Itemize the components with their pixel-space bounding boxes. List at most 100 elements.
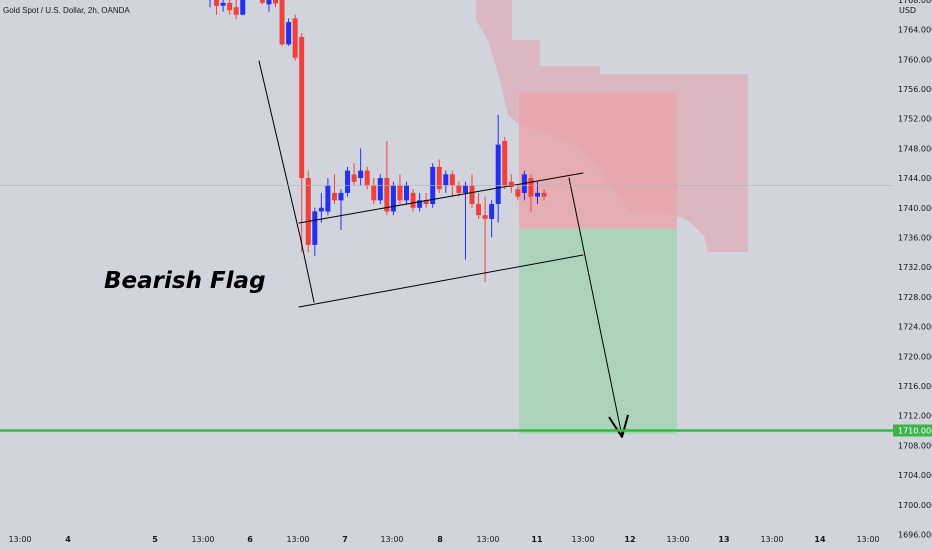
candle-body (423, 200, 429, 205)
y-tick-label: 1704.000 (898, 471, 932, 480)
channel-lower-line (298, 254, 584, 308)
x-tick-label: 13:00 (666, 535, 689, 544)
x-tick-label: 13:00 (476, 535, 499, 544)
channel-upper-line (298, 172, 584, 224)
y-tick-label: 1748.000 (898, 144, 932, 153)
candle-body (292, 18, 298, 58)
y-tick-label: 1760.000 (898, 55, 932, 64)
candle-body (345, 170, 351, 193)
candle-body (462, 185, 468, 193)
x-tick-label: 4 (65, 535, 71, 544)
projection-arrowhead (608, 414, 629, 438)
candle-body (358, 170, 364, 179)
y-tick-label: 1696.000 (898, 530, 932, 539)
y-tick-label: 1744.000 (898, 174, 932, 183)
candle-body (299, 36, 305, 179)
candle-body (220, 2, 226, 6)
y-tick-label: 1728.000 (898, 293, 932, 302)
candle-body (528, 178, 534, 197)
candle-body (351, 174, 357, 182)
x-tick-label: 13:00 (191, 535, 214, 544)
candle-body (377, 178, 383, 201)
drawings (258, 60, 629, 438)
chart-title: Gold Spot / U.S. Dollar, 2h, OANDA (3, 6, 130, 15)
flagpole-lower-line (299, 235, 315, 303)
support-price-tag (893, 424, 932, 437)
x-tick-label: 7 (342, 535, 348, 544)
candle-body (364, 170, 370, 186)
candle-body (240, 0, 246, 15)
y-tick-label: 1768.000 (898, 0, 932, 5)
candle-body (502, 140, 508, 186)
y-tick-label: 1756.000 (898, 85, 932, 94)
y-tick-label: 1740.000 (898, 204, 932, 213)
x-tick-label: 13 (718, 535, 729, 544)
x-tick-label: 13:00 (760, 535, 783, 544)
x-tick-label: 14 (814, 535, 826, 544)
candle-body (410, 192, 416, 208)
stop-loss-zone (519, 92, 677, 229)
x-tick-label: 13:00 (8, 535, 31, 544)
take-profit-zone (519, 228, 677, 435)
y-tick-label: 1736.000 (898, 233, 932, 242)
candle-body (273, 0, 278, 4)
candle-body (259, 0, 265, 3)
x-tick-label: 13:00 (380, 535, 403, 544)
x-tick-label: 11 (531, 535, 543, 544)
x-tick-label: 13:00 (286, 535, 309, 544)
candle-body (325, 185, 331, 212)
candle-body (371, 185, 377, 201)
candle-body (390, 185, 396, 212)
candle-body (541, 192, 547, 197)
candle-body (233, 7, 239, 15)
candle-body (515, 189, 521, 197)
candle-body (436, 166, 442, 190)
candle-body (305, 178, 311, 245)
candle-body (318, 207, 324, 212)
candle-body (404, 185, 409, 201)
x-tick-label: 5 (152, 535, 158, 544)
candle-body (495, 144, 501, 205)
candle-body (489, 204, 495, 219)
bearish-flag-annotation: Bearish Flag (104, 268, 266, 294)
candle-body (417, 200, 423, 208)
x-tick-label: 13:00 (571, 535, 594, 544)
candles (209, 0, 547, 282)
candle-body (214, 0, 220, 6)
x-tick-label: 8 (437, 535, 443, 544)
x-tick-label: 12 (624, 535, 635, 544)
flagpole-line (258, 60, 301, 237)
y-tick-label: 1752.000 (898, 115, 932, 124)
y-tick-label: 1720.000 (898, 352, 932, 361)
candle-body (535, 192, 540, 197)
position-zones (519, 92, 677, 435)
x-tick-label: 6 (247, 535, 253, 544)
y-tick-label: 1724.000 (898, 323, 932, 332)
candle-body (338, 192, 344, 201)
candle-body (456, 185, 462, 193)
projection-arrow-line (568, 177, 623, 437)
y-tick-label: 1700.000 (898, 501, 932, 510)
candle-body (279, 0, 285, 45)
candle-body (508, 181, 514, 187)
candle-body (266, 0, 272, 5)
candle-body (227, 2, 233, 11)
candle-body (286, 22, 292, 45)
candle-body (331, 192, 337, 201)
y-tick-label: 1716.000 (898, 382, 932, 391)
candle-body (397, 185, 403, 201)
y-tick-label: 1712.000 (898, 412, 932, 421)
candle-body (476, 204, 482, 216)
candle-body (312, 211, 318, 245)
y-tick-label: 1764.000 (898, 26, 932, 35)
candle-body (384, 178, 390, 212)
candle-body (449, 174, 455, 186)
candle-body (443, 174, 449, 186)
y-tick-label: 1732.000 (898, 263, 932, 272)
currency-label: USD (899, 6, 916, 15)
candle-body (469, 185, 475, 205)
